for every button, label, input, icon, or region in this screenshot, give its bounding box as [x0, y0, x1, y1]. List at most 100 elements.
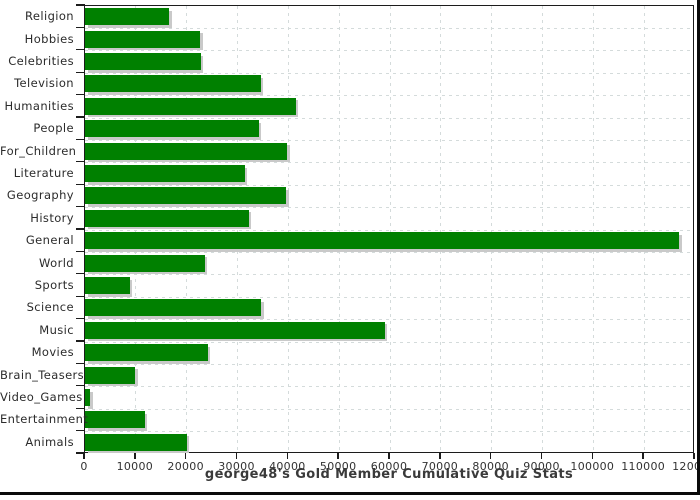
screenshot-bottom-border — [0, 492, 700, 495]
y-axis-tick — [76, 250, 85, 253]
category-label: Science — [26, 300, 74, 315]
x-axis-tick — [184, 453, 187, 459]
y-axis-tick — [76, 183, 85, 185]
gridline-horizontal — [85, 72, 693, 74]
x-tick-label: 30000 — [218, 460, 255, 473]
gridline-horizontal — [85, 139, 693, 141]
x-tick-label: 50000 — [319, 460, 357, 473]
gridline-horizontal — [85, 162, 693, 164]
bar-animals — [85, 433, 187, 451]
x-tick-label: 20000 — [167, 460, 204, 473]
x-tick-label: 10000 — [116, 460, 154, 473]
bar-celebrities — [85, 53, 201, 70]
gridline-horizontal — [85, 207, 693, 209]
x-axis-tick — [134, 453, 136, 459]
x-tick-label: 60000 — [370, 460, 408, 473]
gridline-horizontal — [85, 95, 693, 97]
x-axis-tick — [642, 453, 644, 459]
bar-literature — [85, 165, 245, 182]
y-axis-tick — [76, 340, 85, 342]
gridline-horizontal — [85, 363, 693, 365]
category-label: Literature — [13, 166, 74, 180]
x-axis-tick — [286, 453, 289, 459]
x-tick-label: 40000 — [269, 460, 306, 473]
gridline-horizontal — [85, 296, 693, 298]
category-label: World — [39, 255, 74, 270]
y-axis-tick — [76, 93, 85, 96]
bar-entertainment — [85, 411, 145, 429]
gridline-vertical — [542, 6, 543, 452]
gridline-horizontal — [85, 386, 693, 388]
gridline-horizontal — [85, 319, 693, 321]
y-axis-tick — [76, 295, 85, 297]
y-axis-tick — [76, 205, 85, 208]
bar-geography — [85, 187, 287, 205]
x-tick-label: 110000 — [621, 460, 666, 473]
gridline-vertical — [491, 6, 493, 452]
category-label: Music — [39, 322, 74, 337]
category-label: Sports — [34, 278, 74, 292]
y-axis-tick — [76, 26, 85, 29]
gridline-horizontal — [85, 274, 693, 276]
gridline-horizontal — [85, 408, 693, 410]
category-label: Religion — [25, 9, 74, 24]
gridline-vertical — [440, 6, 442, 452]
gridline-horizontal — [85, 117, 693, 119]
bar-television — [85, 75, 261, 93]
gridline-vertical — [643, 6, 645, 452]
x-tick-label: 90000 — [523, 460, 560, 473]
category-label: Geography — [6, 188, 74, 203]
y-axis-tick — [76, 4, 85, 6]
category-label: Celebrities — [8, 54, 74, 68]
x-axis-tick — [591, 453, 594, 459]
category-label: Brain_Teasers — [0, 367, 85, 382]
x-tick-label: 120000 — [672, 460, 700, 473]
bar-science — [85, 299, 262, 317]
bar-world — [85, 254, 205, 272]
bar-religion — [85, 8, 170, 26]
gridline-vertical — [592, 6, 594, 452]
gridline-vertical — [287, 6, 289, 452]
bar-sports — [85, 277, 130, 294]
bar-brain_teasers — [85, 366, 136, 384]
x-axis-tick — [540, 453, 543, 459]
y-axis-tick — [76, 273, 85, 275]
y-axis-tick — [76, 385, 85, 387]
bar-general — [85, 232, 680, 250]
category-label: History — [30, 210, 74, 225]
x-axis-tick — [388, 453, 390, 459]
x-axis-tick — [235, 453, 238, 459]
plot-area — [84, 5, 694, 454]
gridline-horizontal — [85, 229, 693, 231]
y-axis-tick — [76, 49, 85, 51]
y-axis-tick — [76, 71, 85, 73]
bar-history — [85, 209, 249, 227]
bar-hobbies — [85, 30, 201, 48]
category-label: Hobbies — [24, 31, 74, 46]
x-axis-tick — [439, 453, 441, 459]
category-label: Entertainment — [0, 412, 89, 427]
gridline-horizontal — [85, 431, 693, 433]
gridline-horizontal — [85, 251, 693, 253]
x-tick-label: 0 — [80, 460, 88, 473]
category-label: Animals — [25, 434, 74, 449]
gridline-vertical — [389, 6, 391, 452]
gridline-vertical — [338, 6, 340, 452]
gridline-horizontal — [85, 184, 693, 186]
x-axis-tick — [693, 453, 695, 459]
gridline-horizontal — [85, 341, 693, 343]
category-label: Video_Games — [0, 390, 83, 404]
y-axis-tick — [76, 138, 85, 141]
y-axis-tick — [76, 317, 85, 320]
bar-movies — [85, 344, 208, 362]
bar-video_games — [85, 389, 91, 406]
gridline-horizontal — [85, 27, 693, 29]
gridline-horizontal — [85, 50, 693, 52]
y-axis-tick — [76, 429, 85, 432]
y-axis-tick — [76, 116, 85, 118]
x-tick-label: 80000 — [472, 460, 509, 473]
category-label: People — [33, 121, 74, 136]
bar-music — [85, 321, 385, 339]
bar-for_children — [85, 142, 288, 160]
bar-humanities — [85, 97, 296, 115]
